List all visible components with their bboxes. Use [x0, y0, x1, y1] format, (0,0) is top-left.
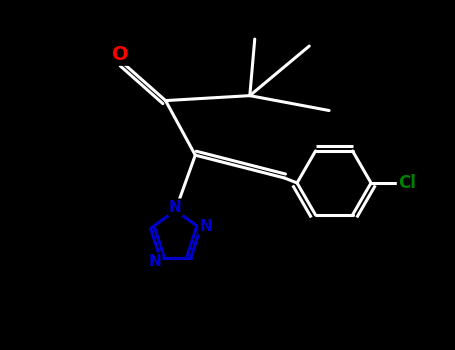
Text: Cl: Cl	[398, 174, 416, 192]
Text: N: N	[148, 254, 161, 269]
Text: N: N	[169, 200, 182, 215]
Text: O: O	[112, 45, 129, 64]
Text: N: N	[199, 219, 212, 234]
